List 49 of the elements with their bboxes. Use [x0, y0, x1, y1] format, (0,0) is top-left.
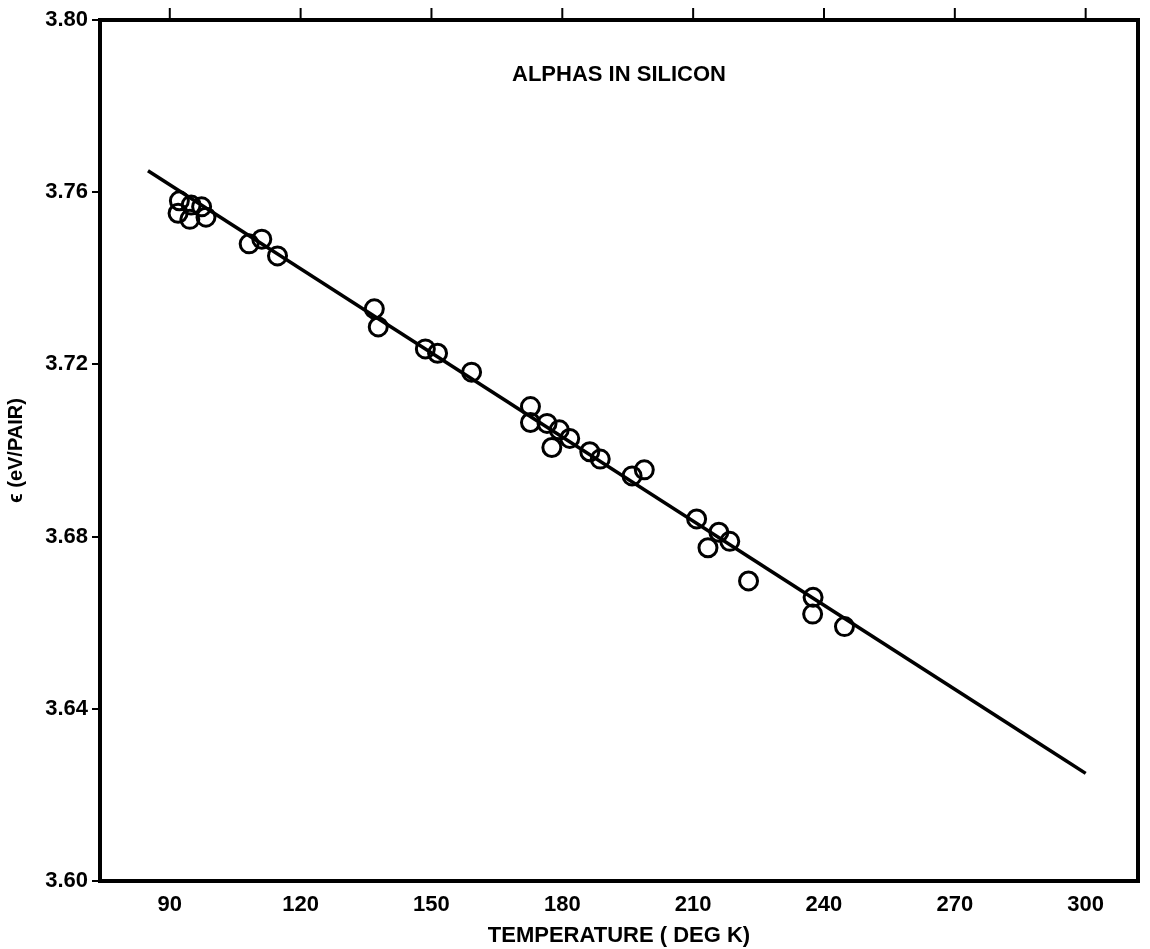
y-tick-label: 3.64 — [45, 694, 89, 720]
point — [519, 412, 541, 434]
point — [833, 616, 855, 638]
x-tick-label: 270 — [936, 891, 974, 917]
point — [267, 245, 289, 267]
point — [589, 448, 611, 470]
point — [363, 298, 385, 320]
point — [541, 436, 563, 458]
point — [719, 530, 741, 552]
point — [180, 194, 202, 216]
x-tick-label: 120 — [282, 891, 319, 917]
x-tick-label: 180 — [543, 891, 581, 917]
x-tick-label: 210 — [674, 891, 712, 917]
point — [697, 537, 719, 559]
point — [621, 465, 643, 487]
text: ALPHAS IN SILICON — [512, 61, 726, 87]
point — [195, 206, 217, 228]
y-tick-label: 3.68 — [45, 522, 88, 548]
point — [414, 338, 436, 360]
point — [708, 521, 730, 543]
point — [802, 603, 824, 625]
point — [686, 508, 708, 530]
point — [536, 412, 558, 434]
point — [461, 361, 483, 383]
point — [167, 202, 189, 224]
point — [179, 208, 201, 230]
y-axis-title: ϵ (eV/PAIR) — [3, 398, 26, 503]
point — [738, 570, 760, 592]
point — [367, 316, 389, 338]
point — [238, 233, 260, 255]
y-tick-label: 3.72 — [45, 350, 88, 376]
point — [579, 441, 601, 463]
point — [548, 419, 570, 441]
point — [168, 190, 190, 212]
point — [559, 427, 581, 449]
x-axis-title: TEMPERATURE ( DEG K) — [487, 921, 751, 947]
point — [633, 459, 655, 481]
x-tick-label: 300 — [1067, 891, 1105, 917]
point — [427, 342, 449, 364]
point — [802, 586, 824, 608]
x-tick-label: 90 — [157, 891, 183, 917]
point — [191, 196, 213, 218]
x-tick-label: 150 — [413, 891, 450, 917]
point — [519, 396, 541, 418]
y-tick-label: 3.80 — [45, 6, 88, 32]
y-tick-label: 3.60 — [45, 867, 88, 893]
point — [251, 228, 273, 250]
y-tick-label: 3.76 — [45, 178, 88, 204]
x-tick-label: 240 — [805, 891, 843, 917]
